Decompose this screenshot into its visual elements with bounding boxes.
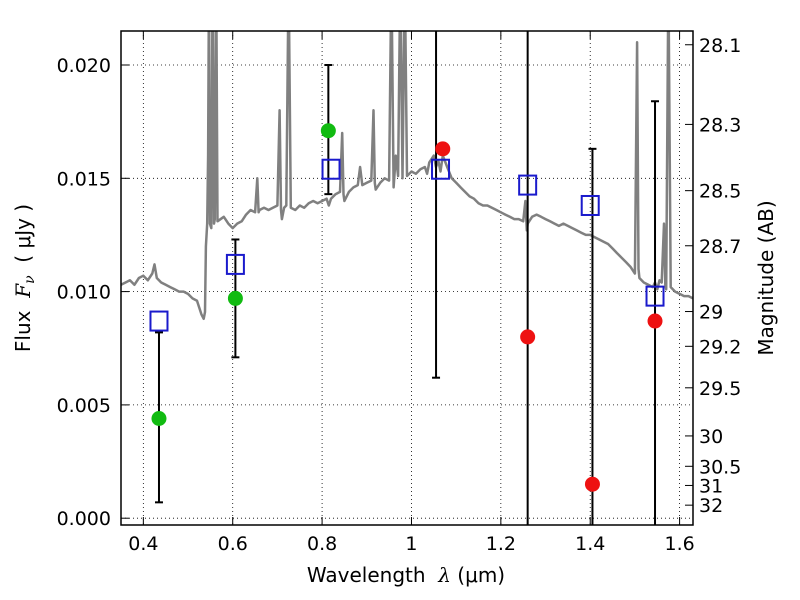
x-axis-label: Wavelength λ (μm) xyxy=(307,563,505,587)
y2-tick-label: 30 xyxy=(699,426,723,448)
y2-tick-label: 30.5 xyxy=(699,456,741,478)
y-axis-label: Flux Fν ( μJy ) xyxy=(11,204,38,352)
observed-point-red xyxy=(647,313,663,329)
observed-point-green xyxy=(227,290,243,306)
x-tick-label: 0.8 xyxy=(307,533,337,555)
y2-tick-label: 31 xyxy=(699,475,723,497)
y-tick-label: 0.015 xyxy=(57,168,111,190)
y2-tick-label: 28.1 xyxy=(699,35,741,57)
model-photometry-square xyxy=(431,158,451,180)
observed-point-red xyxy=(520,329,536,345)
x-tick-label: 0.4 xyxy=(128,533,158,555)
model-photometry-square xyxy=(321,158,341,180)
y-tick-label: 0.000 xyxy=(57,508,111,530)
y2-tick-label: 29.5 xyxy=(699,378,741,400)
model-photometry-points xyxy=(149,158,665,332)
y2-tick-label: 28.7 xyxy=(699,236,741,258)
y2-tick-label: 28.3 xyxy=(699,114,741,136)
x-tick-label: 0.6 xyxy=(218,533,248,555)
observed-point-red xyxy=(435,141,451,157)
y2-tick-label: 28.5 xyxy=(699,181,741,203)
y2-tick-label: 29.2 xyxy=(699,336,741,358)
y2-tick-label: 32 xyxy=(699,495,723,517)
model-photometry-square xyxy=(149,310,169,332)
x-tick-label: 1.4 xyxy=(575,533,605,555)
plot-frame xyxy=(120,30,694,526)
observed-point-red xyxy=(584,476,600,492)
observed-point-green xyxy=(320,123,336,139)
y-tick-label: 0.010 xyxy=(57,282,111,304)
observed-green-points xyxy=(151,123,336,426)
spectrum-line xyxy=(121,31,693,321)
model-photometry-square xyxy=(645,285,665,307)
observed-red-points xyxy=(435,141,663,492)
grid-lines xyxy=(121,31,693,525)
x-tick-label: 1 xyxy=(405,533,417,555)
x-tick-label: 1.6 xyxy=(664,533,694,555)
observed-point-green xyxy=(151,410,167,426)
y2-axis-label: Magnitude (AB) xyxy=(754,200,778,355)
x-tick-label: 1.2 xyxy=(486,533,516,555)
y2-tick-label: 29 xyxy=(699,302,723,324)
model-photometry-square xyxy=(225,253,245,275)
model-photometry-square xyxy=(580,194,600,216)
model-photometry-square xyxy=(518,174,538,196)
axis-ticks: 0.4 0.6 0.8 1 1.2 1.4 1.6 0.000 0.005 0.010 0.015 0… xyxy=(57,31,741,555)
y-tick-label: 0.005 xyxy=(57,395,111,417)
y-tick-label: 0.020 xyxy=(57,55,111,77)
